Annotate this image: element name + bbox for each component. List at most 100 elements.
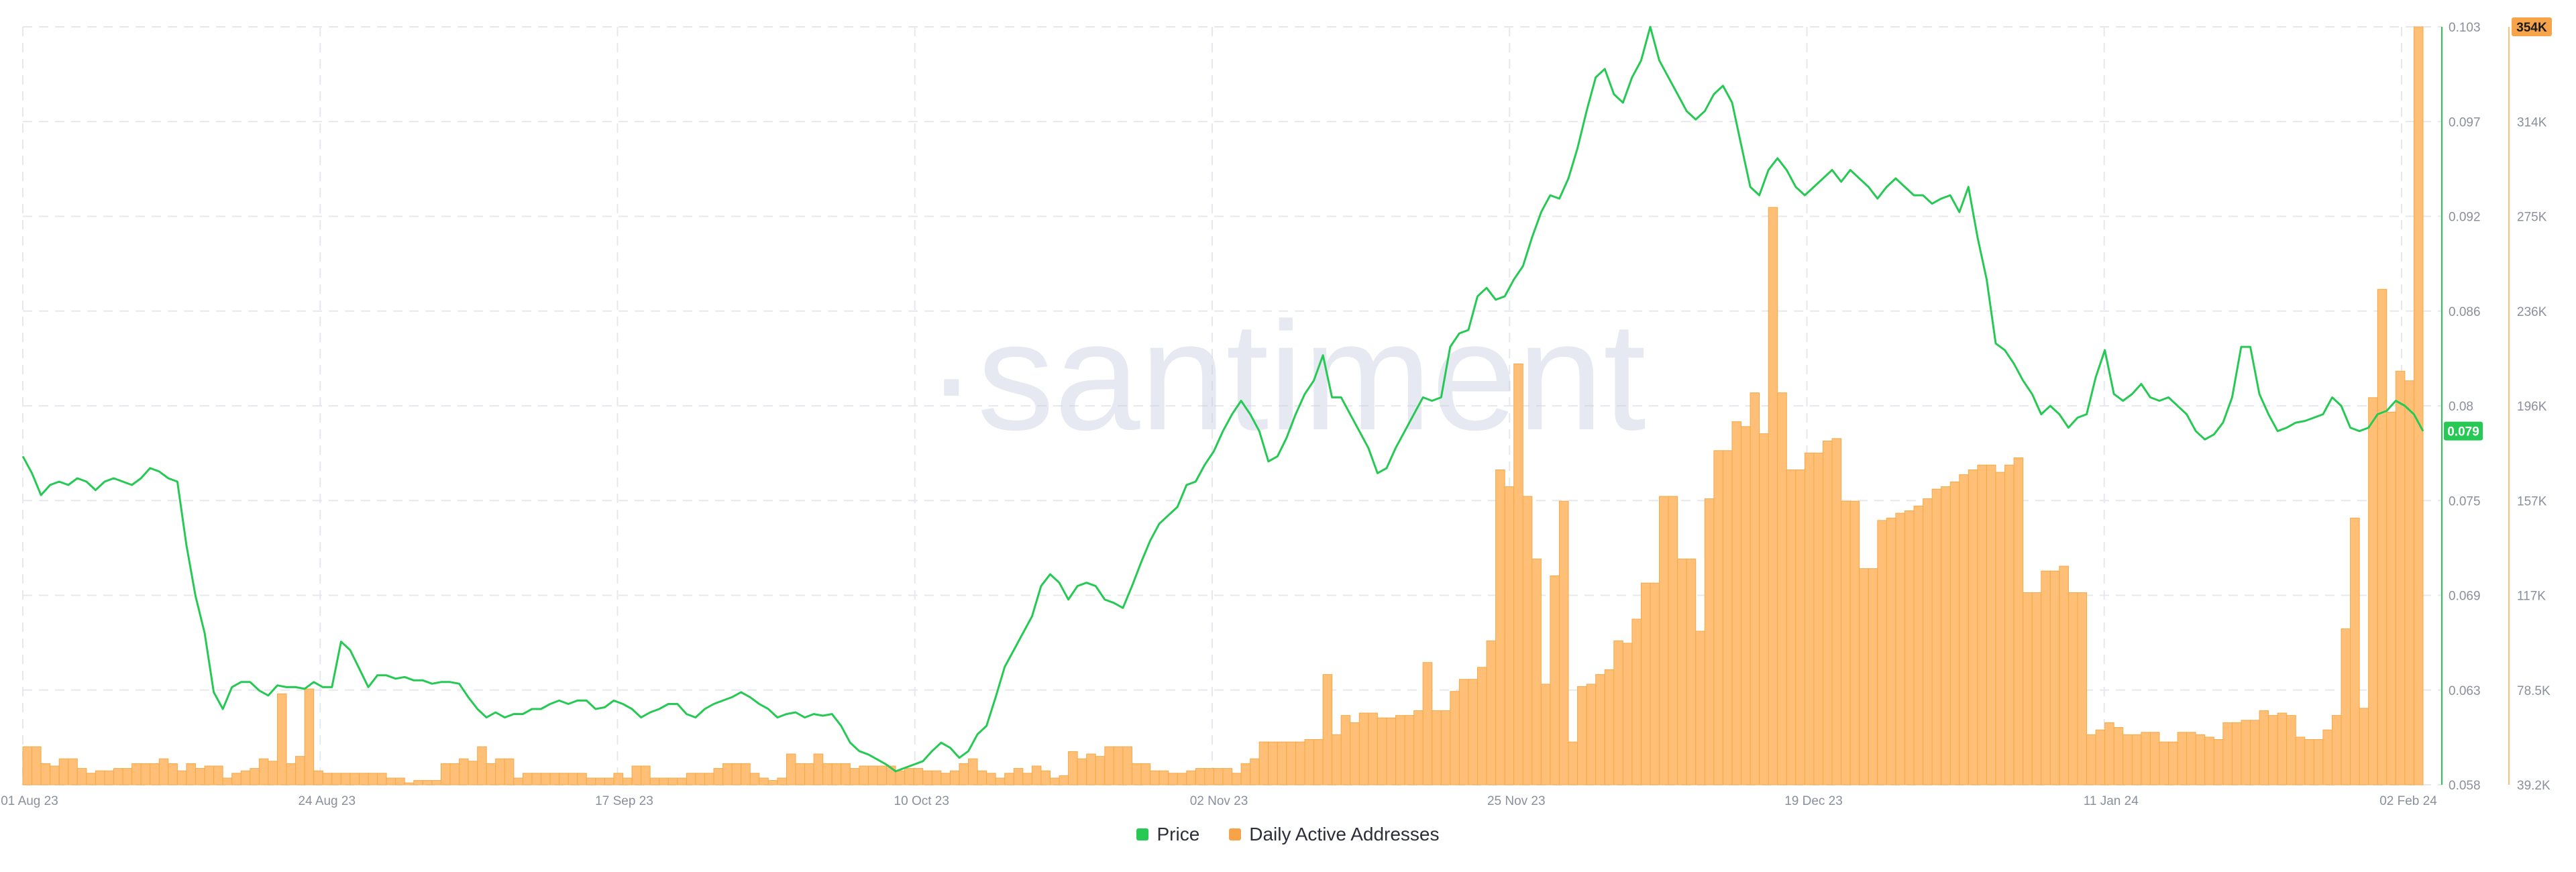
daily-active-addresses-bar: [931, 770, 942, 785]
daily-active-addresses-bar: [1813, 452, 1824, 785]
daily-active-addresses-bar: [568, 773, 578, 785]
daily-active-addresses-bar: [1131, 763, 1142, 785]
daily-active-addresses-bar: [1786, 469, 1796, 785]
daily-active-addresses-bar: [1750, 392, 1760, 785]
daily-active-addresses-bar: [1604, 669, 1615, 785]
daily-active-addresses-bar: [1140, 763, 1151, 785]
price-last-value-badge: [2444, 421, 2483, 441]
daily-active-addresses-bar: [1450, 691, 1460, 785]
daily-active-addresses-bar: [749, 773, 760, 785]
daily-active-addresses-bar: [1250, 758, 1260, 785]
daily-active-addresses-bar: [1713, 450, 1723, 785]
daily-active-addresses-bar: [2068, 592, 2078, 785]
daily-active-addresses-bar: [1504, 486, 1515, 785]
daily-active-addresses-bar: [2313, 739, 2324, 785]
daily-active-addresses-bar: [722, 763, 733, 785]
volume-last-value-label: 354K: [2516, 21, 2547, 35]
daily-active-addresses-bar: [1458, 679, 1469, 785]
daily-active-addresses-bar: [1386, 717, 1397, 785]
daily-active-addresses-bar: [1777, 392, 1787, 785]
daily-active-addresses-bar: [2159, 741, 2169, 785]
daily-active-addresses-bar: [1977, 464, 1987, 785]
daily-active-addresses-bar: [477, 746, 487, 785]
price-tick-label: 0.092: [2449, 211, 2481, 225]
daily-active-addresses-bar: [113, 768, 123, 785]
daily-active-addresses-bar: [140, 763, 151, 785]
daily-active-addresses-bar: [1959, 474, 1969, 785]
daily-active-addresses-bar: [2322, 729, 2332, 785]
daily-active-addresses-bar: [213, 765, 223, 785]
daily-active-addresses-bar: [1295, 741, 1305, 785]
daily-active-addresses-bar: [2213, 739, 2224, 785]
daily-active-addresses-bar: [2249, 720, 2260, 785]
daily-active-addresses-bar: [176, 770, 187, 785]
daily-active-addresses-bar: [168, 763, 178, 785]
daily-active-addresses-bar: [2168, 741, 2178, 785]
daily-active-addresses-bar: [1258, 741, 1269, 785]
x-tick-label: 02 Feb 24: [2379, 794, 2437, 808]
daily-active-addresses-bar: [1586, 684, 1597, 785]
daily-active-addresses-bar: [1931, 488, 1942, 785]
daily-active-addresses-bar: [522, 773, 533, 785]
volume-tick-label: 157K: [2517, 494, 2547, 508]
daily-active-addresses-bar: [2295, 737, 2306, 785]
daily-active-addresses-bar: [2404, 380, 2414, 785]
daily-active-addresses-bar: [623, 777, 633, 785]
daily-active-addresses-bar: [1358, 712, 1369, 785]
daily-active-addresses-bar: [704, 773, 714, 785]
daily-active-addresses-bar: [2023, 592, 2033, 785]
daily-active-addresses-bar: [922, 770, 932, 785]
daily-active-addresses-bar: [1640, 582, 1651, 785]
daily-active-addresses-bar: [904, 768, 914, 785]
daily-active-addresses-bar: [941, 773, 951, 785]
legend-item-daily-active-addresses[interactable]: Daily Active Addresses: [1229, 824, 1440, 845]
daily-active-addresses-bar: [631, 765, 642, 785]
x-tick-label: 11 Jan 24: [2084, 794, 2139, 808]
daily-active-addresses-bar: [1941, 486, 1951, 785]
daily-active-addresses-bar: [595, 777, 605, 785]
daily-active-addresses-bar: [686, 773, 696, 785]
daily-active-addresses-bar: [1340, 715, 1351, 785]
daily-active-addresses-bar: [1677, 558, 1687, 785]
daily-active-addresses-bar: [395, 777, 405, 785]
daily-active-addresses-bar: [468, 761, 478, 785]
daily-active-addresses-bar: [1659, 496, 1669, 785]
daily-active-addresses-bar: [131, 763, 142, 785]
daily-active-addresses-bar: [440, 763, 451, 785]
price-tick-label: 0.058: [2449, 779, 2481, 793]
daily-active-addresses-bar: [1622, 643, 1633, 785]
daily-active-addresses-bar: [1404, 715, 1415, 785]
daily-active-addresses-bar: [1440, 710, 1451, 785]
daily-active-addresses-bar: [1268, 741, 1278, 785]
daily-active-addresses-bar: [431, 780, 441, 785]
price-tick-label: 0.103: [2449, 21, 2481, 35]
x-tick-label: 17 Sep 23: [595, 794, 653, 808]
daily-active-addresses-bar: [1286, 741, 1296, 785]
daily-active-addresses-bar: [1395, 715, 1405, 785]
daily-active-addresses-bar: [186, 763, 197, 785]
daily-active-addresses-bar: [2377, 288, 2387, 785]
legend-item-price[interactable]: Price: [1136, 824, 1199, 845]
price-last-value-label: 0.079: [2447, 425, 2479, 439]
daily-active-addresses-bar: [831, 763, 842, 785]
daily-active-addresses-bar: [1522, 496, 1533, 785]
volume-last-value-badge: [2512, 17, 2552, 36]
daily-active-addresses-bar: [404, 782, 415, 785]
daily-active-addresses-bar: [1613, 640, 1623, 785]
daily-active-addresses-bar: [1186, 770, 1196, 785]
daily-active-addresses-bar: [1759, 433, 1769, 785]
daily-active-addresses-bar: [695, 773, 705, 785]
daily-active-addresses-bar: [1368, 712, 1378, 785]
daily-active-addresses-bar: [2368, 397, 2378, 785]
daily-active-addresses-bar: [2177, 732, 2188, 785]
daily-active-addresses-bar: [2359, 708, 2369, 785]
daily-active-addresses-bar: [413, 780, 423, 785]
daily-active-addresses-bar: [977, 770, 987, 785]
daily-active-addresses-bar: [1895, 512, 1905, 785]
daily-active-addresses-bar: [1513, 364, 1523, 785]
x-tick-label: 10 Oct 23: [894, 794, 949, 808]
daily-active-addresses-bar: [541, 773, 551, 785]
daily-active-addresses-bar: [1668, 496, 1678, 785]
daily-active-addresses-bar: [2123, 734, 2133, 785]
daily-active-addresses-bar: [559, 773, 569, 785]
